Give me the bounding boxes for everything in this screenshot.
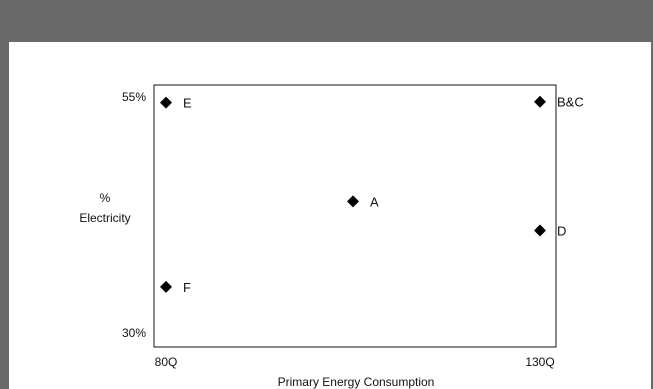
plot-area [153, 84, 557, 348]
point-label-a: A [370, 194, 379, 209]
point-marker-a [347, 195, 359, 208]
point-label-b-c: B&C [557, 95, 584, 110]
point-marker-b-c [534, 95, 546, 108]
point-label-d: D [557, 223, 566, 238]
x-axis-label: Primary Energy Consumption [278, 375, 435, 389]
x-tick-80q: 80Q [155, 355, 178, 369]
point-marker-f [160, 280, 172, 293]
top-bar [0, 0, 653, 42]
point-marker-e [160, 96, 172, 109]
y-tick-30: 30% [122, 326, 146, 340]
point-marker-d [534, 224, 546, 237]
x-tick-130q: 130Q [525, 355, 554, 369]
y-axis-label-line2: Electricity [79, 211, 130, 225]
y-tick-55: 55% [122, 90, 146, 104]
right-edge [651, 42, 653, 389]
y-axis-label-line1: % [100, 191, 111, 205]
point-label-f: F [183, 280, 191, 295]
points-layer: E B&C A D F [160, 95, 584, 295]
point-label-e: E [183, 96, 192, 111]
left-bar [0, 42, 9, 389]
